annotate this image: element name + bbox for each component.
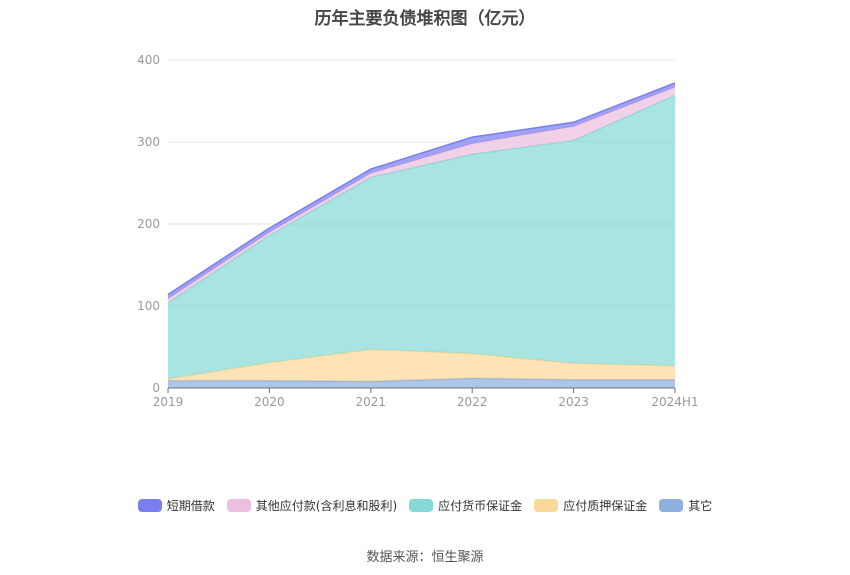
legend-swatch: [226, 499, 251, 512]
x-tick-label: 2023: [558, 395, 589, 409]
legend-item[interactable]: 短期借款: [137, 497, 215, 514]
y-tick-label: 200: [137, 217, 160, 231]
x-tick-label: 2021: [356, 395, 387, 409]
legend-item[interactable]: 应付质押保证金: [534, 497, 647, 514]
legend-swatch: [137, 499, 162, 512]
legend-label: 其他应付款(含利息和股利): [255, 499, 398, 513]
y-tick-label: 400: [137, 53, 160, 67]
axes: 0 100 200 300 400 2019 2020 2021 2022 2023 2024H1: [137, 53, 699, 409]
y-tick-label: 0: [152, 381, 160, 395]
legend-label: 应付质押保证金: [563, 499, 648, 513]
chart-title: 历年主要负债堆积图（亿元）: [314, 9, 536, 29]
area-3: [168, 87, 675, 303]
legend-swatch: [534, 499, 559, 512]
legend-item[interactable]: 应付货币保证金: [409, 497, 522, 514]
x-tick-label: 2019: [153, 395, 184, 409]
x-tick-label: 2020: [254, 395, 285, 409]
y-tick-label: 300: [137, 135, 160, 149]
area-series: [167, 82, 676, 388]
legend-item[interactable]: 其他应付款(含利息和股利): [226, 497, 398, 514]
area-chart: 0 100 200 300 400 2019 2020 2021 2022 2023 2024H1: [137, 53, 699, 409]
data-source: 数据来源：恒生聚源: [366, 550, 484, 565]
legend-label: 其它: [688, 499, 713, 513]
area-2: [168, 95, 675, 380]
area-4: [168, 83, 675, 299]
legend-label: 应付货币保证金: [438, 499, 523, 513]
x-tick-label: 2022: [457, 395, 488, 409]
legend: 短期借款 其他应付款(含利息和股利) 应付货币保证金 应付质押保证金 其它: [0, 497, 850, 514]
area-0: [168, 378, 675, 388]
y-tick-label: 100: [137, 299, 160, 313]
legend-swatch: [409, 499, 434, 512]
x-tick-label: 2024H1: [651, 395, 698, 409]
series-line-4: [167, 82, 676, 296]
legend-swatch: [659, 499, 684, 512]
legend-label: 短期借款: [166, 499, 215, 513]
legend-item[interactable]: 其它: [659, 497, 712, 514]
area-1: [168, 349, 675, 382]
